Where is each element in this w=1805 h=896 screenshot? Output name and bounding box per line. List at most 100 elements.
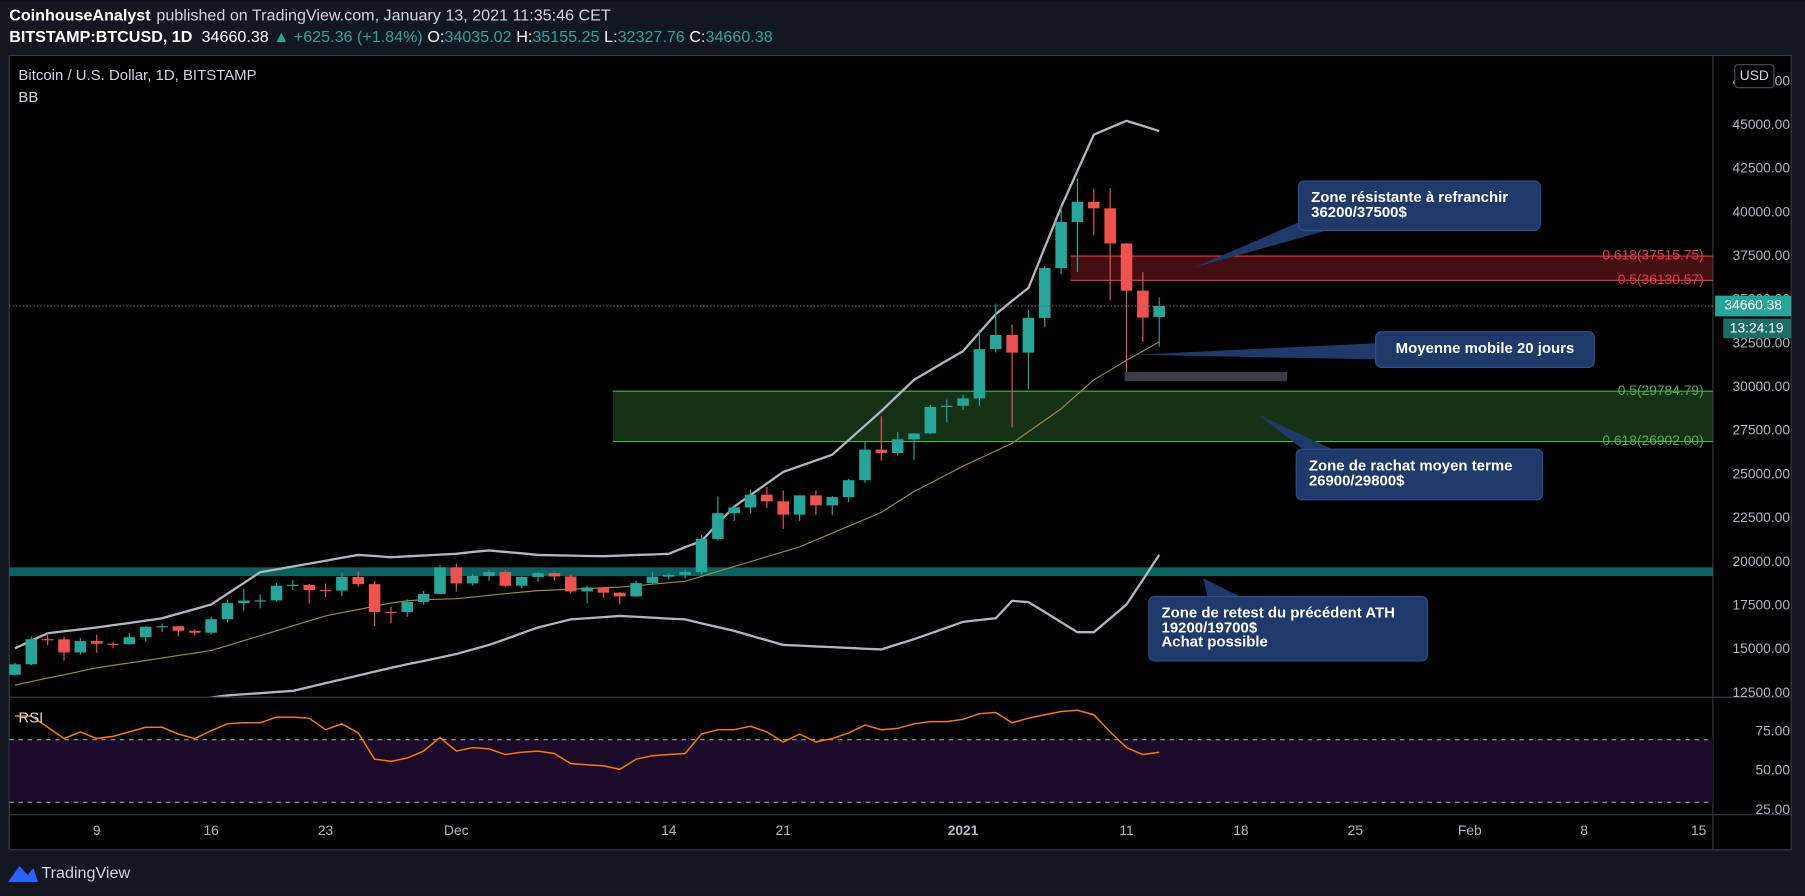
x-tick-label: 9 (93, 822, 101, 838)
axes: 12500.00 15000.00 17500.00 20000.00 22500.00… (93, 72, 1792, 838)
candle-body (336, 576, 348, 591)
candle-body (679, 572, 691, 575)
y-tick-label: 27500.00 (1732, 422, 1790, 438)
x-tick-label: Feb (1458, 822, 1482, 838)
fib-label: 0.5(36130.57) (1618, 271, 1704, 287)
annotation: Zone résistante à refranchir 36200/37500… (1194, 180, 1541, 268)
symbol: BITSTAMP:BTCUSD, 1D (9, 28, 192, 46)
indicator-label: BB (18, 89, 38, 106)
fib-zone (612, 391, 1713, 442)
annotation-text: Zone de retest du précédent ATH (1162, 605, 1395, 622)
candle-body (417, 593, 430, 602)
annotation-text: 36200/37500$ (1311, 204, 1407, 221)
y-tick-label: 20000.00 (1732, 553, 1790, 569)
last-price: 34660.38 (202, 28, 269, 46)
candle-body (139, 626, 152, 638)
candle-body (483, 572, 495, 576)
candle-body (156, 626, 168, 628)
candle-body (695, 538, 708, 573)
candle-body (25, 639, 38, 665)
x-tick-label: 23 (318, 822, 334, 838)
annotation-text: Achat possible (1162, 633, 1268, 650)
candle-body (385, 611, 397, 614)
candle-body (74, 641, 87, 653)
last-price-box (1715, 295, 1792, 317)
annotation-box (1148, 595, 1428, 662)
y-tick-label: 15000.00 (1732, 640, 1790, 656)
annotation-text: Zone de rachat moyen terme (1309, 457, 1513, 474)
x-tick-label: 11 (1119, 822, 1133, 838)
support-zone (9, 567, 1713, 577)
candle-body (842, 480, 855, 498)
candle-body (744, 494, 757, 508)
countdown: 13:24:19 (1730, 320, 1784, 336)
candle-body (515, 576, 528, 586)
annotation: Zone de retest du précédent ATH 19200/19… (1148, 578, 1428, 662)
x-tick-label: 21 (776, 822, 791, 838)
candle-body (761, 494, 773, 502)
candle-body (189, 630, 201, 633)
annotation-box (1297, 180, 1541, 232)
candle-body (548, 573, 561, 577)
annotation-pointer (1202, 578, 1249, 602)
annotation-pointer (1133, 343, 1377, 360)
candle-body (319, 590, 332, 592)
x-tick-label: 14 (661, 822, 677, 838)
publish-line: CoinhouseAnalyst published on TradingView… (9, 7, 611, 25)
candle-body (107, 643, 119, 645)
candle-body (1006, 334, 1018, 353)
fib-label: 0.618(37515.75) (1602, 247, 1703, 263)
candle-body (957, 398, 969, 406)
y-tick-label: 42500.00 (1732, 160, 1790, 176)
candle-body (287, 584, 299, 586)
candle-body (221, 603, 234, 620)
candle-body (532, 573, 544, 577)
candle-body (238, 600, 250, 604)
candle-body (663, 574, 675, 577)
candle-body (810, 495, 822, 506)
candle-body (303, 584, 315, 591)
annotation-text: 19200/19700$ (1162, 620, 1258, 637)
candle-body (368, 584, 381, 612)
candle-body (859, 449, 871, 481)
rsi-tick-label: 75.00 (1756, 722, 1791, 738)
candle-body (1153, 305, 1165, 317)
last-price-label: 34660.38 (1724, 297, 1782, 313)
open-value: 34035.02 (444, 28, 511, 46)
close-value: 34660.38 (706, 28, 773, 46)
fib-zone (1070, 256, 1713, 281)
annotation-text: Moyenne mobile 20 jours (1396, 340, 1575, 357)
brand: TradingView (41, 864, 130, 882)
rsi-tick-label: 50.00 (1756, 762, 1791, 778)
candle-body (614, 592, 626, 597)
ohlc-label: O: (427, 28, 444, 46)
x-tick-label: Dec (444, 822, 469, 838)
y-tick-label: 45000.00 (1732, 116, 1790, 132)
band-line (14, 119, 1160, 650)
y-tick-label: 37500.00 (1732, 247, 1790, 263)
annotation: Moyenne mobile 20 jours (1133, 331, 1595, 368)
author: CoinhouseAnalyst (9, 7, 151, 25)
candle-body (826, 497, 839, 506)
candle-body (1088, 201, 1100, 209)
candle-body (58, 639, 70, 653)
candle-body (1022, 317, 1035, 353)
footer (0, 855, 1805, 896)
currency-box (1734, 64, 1775, 89)
drawing-rect (1124, 372, 1287, 382)
candle-body (646, 576, 659, 584)
rsi-band (9, 739, 1713, 803)
candle-body (777, 501, 789, 515)
candle-body (205, 619, 217, 633)
candle-body (172, 626, 185, 631)
y-tick-label: 22500.00 (1732, 509, 1790, 525)
logo (8, 865, 38, 882)
y-tick-label: 17500.00 (1732, 596, 1790, 612)
candle-body (581, 587, 593, 592)
x-tick-label: 15 (1691, 822, 1707, 838)
symbol-line: BITSTAMP:BTCUSD, 1D 34660.38 ▲ +625.36 (+1… (9, 28, 773, 46)
annotation-box (1375, 331, 1595, 368)
fib-label: 0.618(26902.00) (1602, 432, 1703, 448)
candle-body (908, 433, 920, 440)
